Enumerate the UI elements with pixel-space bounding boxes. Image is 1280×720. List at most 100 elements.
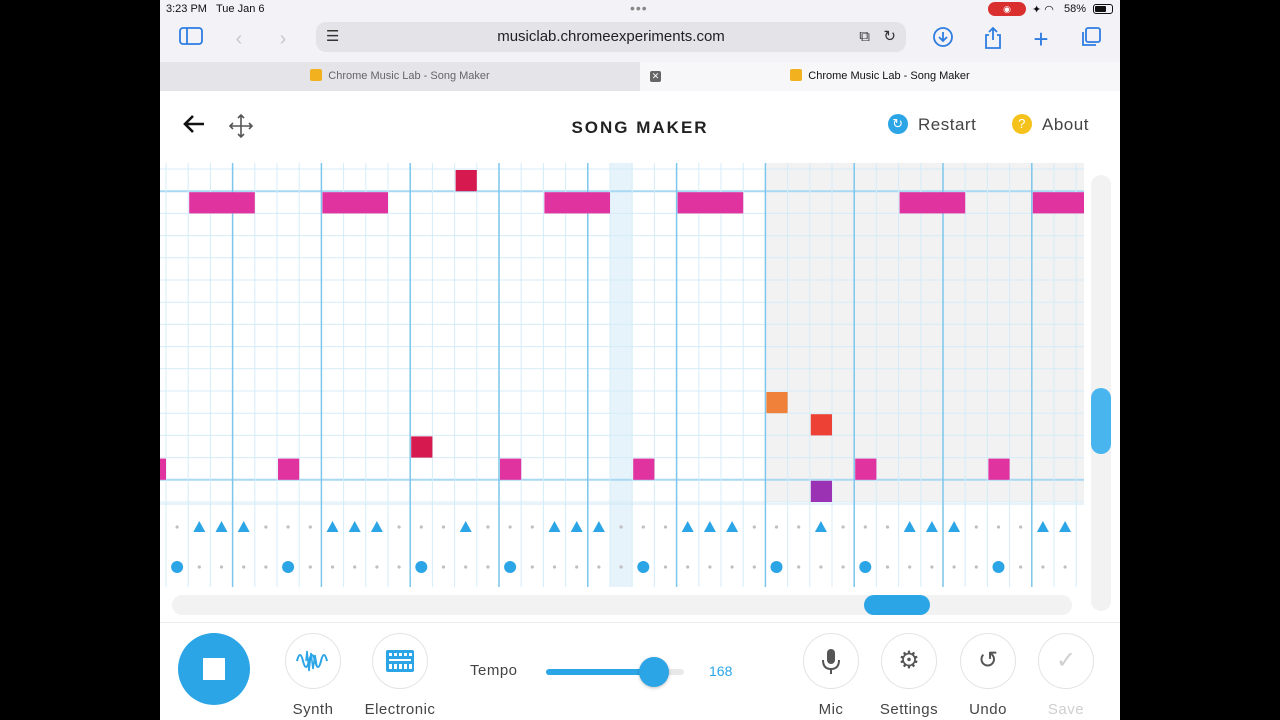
percussion-triangle[interactable] <box>326 521 339 532</box>
rhythm-empty-dot[interactable] <box>797 525 801 529</box>
percussion-triangle[interactable] <box>726 521 739 532</box>
forward-icon[interactable]: › <box>279 28 287 50</box>
rhythm-empty-dot[interactable] <box>841 565 845 569</box>
percussion-circle[interactable] <box>992 561 1005 573</box>
rhythm-empty-dot[interactable] <box>486 565 490 569</box>
horizontal-scrollbar[interactable] <box>172 595 1072 615</box>
rhythm-empty-dot[interactable] <box>242 565 246 569</box>
horizontal-scroll-thumb[interactable] <box>864 595 930 615</box>
rhythm-empty-dot[interactable] <box>175 525 179 529</box>
note-block[interactable] <box>810 414 832 436</box>
rhythm-empty-dot[interactable] <box>952 565 956 569</box>
percussion-circle[interactable] <box>171 561 184 573</box>
rhythm-empty-dot[interactable] <box>308 525 312 529</box>
percussion-triangle[interactable] <box>215 521 228 532</box>
rhythm-empty-dot[interactable] <box>686 565 690 569</box>
save-button[interactable]: ✓ Save <box>1026 633 1106 718</box>
rhythm-empty-dot[interactable] <box>1019 525 1023 529</box>
percussion-triangle[interactable] <box>592 521 605 532</box>
percussion-circle[interactable] <box>859 561 872 573</box>
rhythm-empty-dot[interactable] <box>619 565 623 569</box>
vertical-scroll-thumb[interactable] <box>1091 388 1111 454</box>
percussion-triangle[interactable] <box>459 521 472 532</box>
rhythm-empty-dot[interactable] <box>375 565 379 569</box>
rhythm-empty-dot[interactable] <box>819 565 823 569</box>
rhythm-empty-dot[interactable] <box>752 525 756 529</box>
percussion-triangle[interactable] <box>948 521 961 532</box>
multitask-dots-icon[interactable]: ••• <box>630 0 648 16</box>
rhythm-empty-dot[interactable] <box>464 565 468 569</box>
rhythm-empty-dot[interactable] <box>841 525 845 529</box>
note-block[interactable] <box>633 458 655 480</box>
rhythm-empty-dot[interactable] <box>1019 565 1023 569</box>
percussion-circle[interactable] <box>282 561 295 573</box>
move-arrows-icon[interactable] <box>228 113 254 145</box>
percussion-triangle[interactable] <box>925 521 938 532</box>
note-block[interactable] <box>411 436 433 458</box>
sidebar-icon[interactable] <box>178 26 204 52</box>
rhythm-empty-dot[interactable] <box>996 525 1001 529</box>
rhythm-empty-dot[interactable] <box>530 565 534 569</box>
rhythm-empty-dot[interactable] <box>441 565 446 569</box>
rhythm-empty-dot[interactable] <box>264 525 268 529</box>
percussion-triangle[interactable] <box>903 521 916 532</box>
page-menu-icon[interactable]: ☰ <box>326 28 340 45</box>
rhythm-empty-dot[interactable] <box>730 565 734 569</box>
rhythm-empty-dot[interactable] <box>508 525 512 529</box>
rhythm-empty-dot[interactable] <box>974 565 978 569</box>
percussion-triangle[interactable] <box>1036 521 1049 532</box>
note-block[interactable] <box>899 192 966 214</box>
rhythm-empty-dot[interactable] <box>197 565 201 569</box>
rhythm-empty-dot[interactable] <box>286 525 290 529</box>
rhythm-empty-dot[interactable] <box>774 525 779 529</box>
rhythm-empty-dot[interactable] <box>330 565 335 569</box>
rhythm-empty-dot[interactable] <box>908 565 912 569</box>
about-button[interactable]: ? About <box>1012 113 1089 136</box>
extension-icon[interactable]: ⧉ <box>859 28 870 45</box>
rhythm-empty-dot[interactable] <box>863 525 867 529</box>
percussion-triangle[interactable] <box>193 521 206 532</box>
note-block[interactable] <box>1032 192 1084 214</box>
address-bar[interactable]: ☰ musiclab.chromeexperiments.com ⧉ ↻ <box>316 22 906 52</box>
rhythm-empty-dot[interactable] <box>264 565 268 569</box>
back-icon[interactable]: ‹ <box>235 28 243 50</box>
rhythm-empty-dot[interactable] <box>397 525 401 529</box>
percussion-circle[interactable] <box>504 561 517 573</box>
note-block[interactable] <box>322 192 388 214</box>
note-block[interactable] <box>189 192 255 214</box>
rhythm-empty-dot[interactable] <box>930 565 934 569</box>
song-grid[interactable] <box>160 163 1084 587</box>
percussion-triangle[interactable] <box>548 521 561 532</box>
rhythm-empty-dot[interactable] <box>308 565 312 569</box>
rhythm-empty-dot[interactable] <box>441 525 446 529</box>
share-icon[interactable] <box>980 26 1006 52</box>
rhythm-empty-dot[interactable] <box>552 565 557 569</box>
synth-button[interactable]: Synth <box>273 633 353 718</box>
rhythm-empty-dot[interactable] <box>597 565 601 569</box>
rhythm-empty-dot[interactable] <box>752 565 756 569</box>
percussion-triangle[interactable] <box>237 521 250 532</box>
rhythm-empty-dot[interactable] <box>619 525 623 529</box>
rhythm-empty-dot[interactable] <box>486 525 490 529</box>
rhythm-empty-dot[interactable] <box>219 565 224 569</box>
note-block[interactable] <box>455 170 477 192</box>
electronic-button[interactable]: Electronic <box>360 633 440 718</box>
percussion-triangle[interactable] <box>1059 521 1072 532</box>
note-block[interactable] <box>677 192 744 214</box>
undo-button[interactable]: ↺ Undo <box>948 633 1028 718</box>
reload-icon[interactable]: ↻ <box>883 28 896 45</box>
rhythm-empty-dot[interactable] <box>797 565 801 569</box>
rhythm-empty-dot[interactable] <box>708 565 712 569</box>
note-block[interactable] <box>810 480 832 502</box>
new-tab-icon[interactable]: + <box>1033 24 1049 54</box>
rhythm-empty-dot[interactable] <box>353 565 357 569</box>
note-block[interactable] <box>988 458 1010 480</box>
percussion-triangle[interactable] <box>570 521 583 532</box>
rhythm-empty-dot[interactable] <box>663 525 668 529</box>
tempo-slider-knob[interactable] <box>638 657 669 687</box>
rhythm-empty-dot[interactable] <box>575 565 579 569</box>
download-icon[interactable] <box>930 26 956 52</box>
mic-button[interactable]: Mic <box>791 633 871 718</box>
percussion-circle[interactable] <box>415 561 428 573</box>
back-arrow-icon[interactable] <box>182 113 206 142</box>
